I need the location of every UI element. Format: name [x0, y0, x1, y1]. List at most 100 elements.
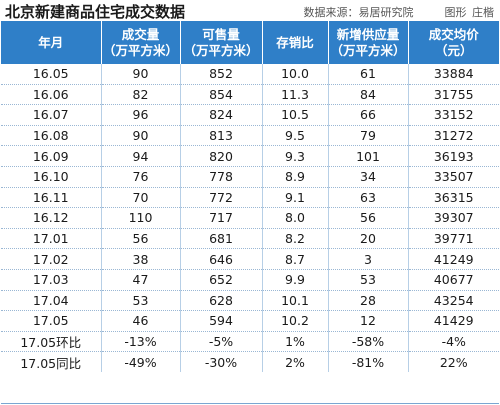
column-header-avg-price-unit: （元）: [434, 42, 473, 58]
column-header-new-supply-unit: （万平方米）: [330, 42, 406, 58]
table-cell: 820: [180, 145, 263, 167]
table-cell: 33507: [408, 166, 499, 188]
table-cell: 11.3: [262, 84, 329, 106]
table-cell: -30%: [180, 351, 263, 372]
table-cell: 84: [328, 84, 409, 106]
table-row: 16.06 82 854 11.3 84 31755: [1, 84, 499, 106]
table-row: 16.11 70 772 9.1 63 36315: [1, 187, 499, 209]
table-cell: 61: [328, 64, 409, 85]
column-header-new-supply: 新增供应量 （万平方米）: [328, 21, 409, 64]
table-cell: 82: [101, 84, 181, 106]
table-cell: 8.7: [262, 248, 329, 270]
table-cell: 66: [328, 104, 409, 126]
table-cell: 76: [101, 166, 181, 188]
column-header-volume-unit: （万平方米）: [102, 42, 178, 58]
source-label: 数据来源：易居研究院: [303, 6, 414, 19]
table-row: 16.12 110 717 8.0 56 39307: [1, 207, 499, 229]
table-cell: 2%: [262, 351, 329, 372]
table-cell: 53: [101, 290, 181, 312]
table-row: 17.05环比 -13% -5% 1% -58% -4%: [1, 331, 499, 353]
row-month-cell: 16.08: [1, 125, 102, 147]
row-month-cell: 16.11: [1, 187, 102, 209]
table-row: 17.02 38 646 8.7 3 41249: [1, 248, 499, 270]
table-cell: 40677: [408, 269, 499, 291]
data-table-container: 年月 成交量 （万平方米） 可售量 （万平方米） 存销比 新增供应量: [0, 21, 500, 405]
table-row: 16.09 94 820 9.3 101 36193: [1, 145, 499, 167]
row-month-cell: 16.09: [1, 145, 102, 167]
table-cell: 9.1: [262, 187, 329, 209]
table-cell: 39307: [408, 207, 499, 229]
table-cell: 3: [328, 248, 409, 270]
table-cell: 79: [328, 125, 409, 147]
table-cell: 33884: [408, 64, 499, 85]
credits: 数据来源：易居研究院 图形 庄楷: [302, 4, 495, 20]
column-header-available: 可售量 （万平方米）: [180, 21, 263, 64]
table-row: 16.07 96 824 10.5 66 33152: [1, 104, 499, 126]
column-header-available-unit: （万平方米）: [183, 42, 259, 58]
table-header-row: 年月 成交量 （万平方米） 可售量 （万平方米） 存销比 新增供应量: [1, 21, 499, 64]
table-cell: 110: [101, 207, 181, 229]
table-cell: 34: [328, 166, 409, 188]
table-cell: 852: [180, 64, 263, 85]
table-cell: 46: [101, 310, 181, 332]
table-cell: 9.3: [262, 145, 329, 167]
table-cell: 628: [180, 290, 263, 312]
table-cell: -58%: [328, 331, 409, 353]
table-cell: 824: [180, 104, 263, 126]
table-cell: 43254: [408, 290, 499, 312]
row-month-cell: 16.07: [1, 104, 102, 126]
column-header-volume-label: 成交量: [121, 26, 160, 42]
table-cell: 10.2: [262, 310, 329, 332]
housing-data-table: 年月 成交量 （万平方米） 可售量 （万平方米） 存销比 新增供应量: [1, 21, 499, 372]
table-row: 17.04 53 628 10.1 28 43254: [1, 290, 499, 312]
column-header-month: 年月: [1, 21, 102, 64]
page-title: 北京新建商品住宅成交数据: [5, 3, 186, 21]
table-cell: 36315: [408, 187, 499, 209]
column-header-new-supply-label: 新增供应量: [336, 26, 400, 42]
table-cell: 652: [180, 269, 263, 291]
header-bar: 北京新建商品住宅成交数据 数据来源：易居研究院 图形 庄楷: [0, 0, 500, 21]
table-cell: 9.5: [262, 125, 329, 147]
table-cell: -4%: [408, 331, 499, 353]
table-cell: 10.1: [262, 290, 329, 312]
table-cell: -5%: [180, 331, 263, 353]
table-bottom-border: [1, 403, 499, 404]
table-cell: 28: [328, 290, 409, 312]
table-cell: 36193: [408, 145, 499, 167]
row-month-cell: 17.02: [1, 248, 102, 270]
table-cell: 12: [328, 310, 409, 332]
table-cell: 8.2: [262, 228, 329, 250]
column-header-avg-price: 成交均价 （元）: [408, 21, 499, 64]
graphic-label: 图形: [444, 6, 467, 19]
table-row: 16.05 90 852 10.0 61 33884: [1, 64, 499, 85]
author-label: 庄楷: [472, 6, 494, 19]
row-month-cell: 17.01: [1, 228, 102, 250]
table-cell: 717: [180, 207, 263, 229]
table-cell: 53: [328, 269, 409, 291]
table-cell: 813: [180, 125, 263, 147]
table-cell: 20: [328, 228, 409, 250]
row-month-cell: 16.10: [1, 166, 102, 188]
table-cell: 90: [101, 64, 181, 85]
table-row: 17.03 47 652 9.9 53 40677: [1, 269, 499, 291]
column-header-volume: 成交量 （万平方米）: [101, 21, 181, 64]
table-cell: 681: [180, 228, 263, 250]
table-cell: 10.5: [262, 104, 329, 126]
table-cell: 9.9: [262, 269, 329, 291]
table-cell: 778: [180, 166, 263, 188]
table-cell: 8.0: [262, 207, 329, 229]
table-cell: 22%: [439, 354, 468, 370]
table-cell: 31755: [408, 84, 499, 106]
table-cell: -81%: [328, 351, 409, 372]
table-cell: -49%: [101, 351, 181, 372]
row-month-cell: 16.12: [1, 207, 102, 229]
row-month-cell: 17.03: [1, 269, 102, 291]
table-cell: 33152: [408, 104, 499, 126]
table-cell: 38: [101, 248, 181, 270]
table-cell: 56: [328, 207, 409, 229]
row-month-cell: 17.05环比: [1, 331, 102, 353]
column-header-ratio-label: 存销比: [276, 34, 314, 50]
table-cell: 1%: [262, 331, 329, 353]
table-row: 16.08 90 813 9.5 79 31272: [1, 125, 499, 147]
